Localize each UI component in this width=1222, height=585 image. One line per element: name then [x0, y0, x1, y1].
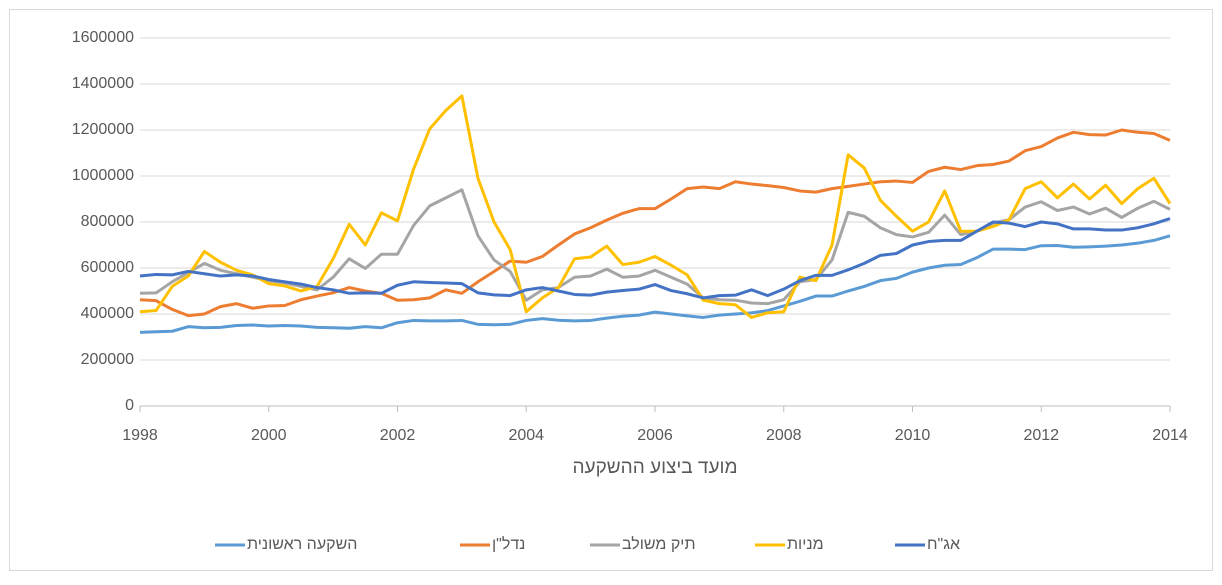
- series-line: [139, 234, 1171, 334]
- x-tick-label: 2002: [380, 427, 416, 444]
- x-tick-label: 2004: [508, 427, 544, 444]
- x-tick-label: 2010: [895, 427, 931, 444]
- series-line: [139, 128, 1171, 318]
- x-tick-label: 2006: [637, 427, 673, 444]
- x-tick-label: 1998: [122, 427, 158, 444]
- y-tick-label: 800000: [81, 213, 134, 230]
- y-tick-label: 1200000: [72, 121, 134, 138]
- x-tick-label: 2008: [766, 427, 802, 444]
- legend-label: תיק משולב: [622, 535, 696, 553]
- x-tick-label: 2012: [1023, 427, 1059, 444]
- x-tick-label: 2014: [1152, 427, 1188, 444]
- series-line: [139, 217, 1171, 300]
- y-tick-label: 1000000: [72, 167, 134, 184]
- x-tick-label: 2000: [251, 427, 287, 444]
- y-tick-label: 600000: [81, 259, 134, 276]
- y-tick-label: 1600000: [72, 29, 134, 46]
- y-tick-label: 0: [125, 397, 134, 414]
- chart-border: [9, 9, 1213, 571]
- legend-label: השקעה ראשונית: [247, 536, 357, 553]
- y-tick-label: 200000: [81, 351, 134, 368]
- y-tick-label: 400000: [81, 305, 134, 322]
- y-tick-label: 1400000: [72, 75, 134, 92]
- legend-label: מניות: [787, 536, 824, 553]
- legend-label: נדל"ן: [492, 535, 525, 553]
- legend-label: אג"ח: [927, 536, 960, 553]
- x-axis-title: מועד ביצוע ההשקעה: [572, 457, 737, 478]
